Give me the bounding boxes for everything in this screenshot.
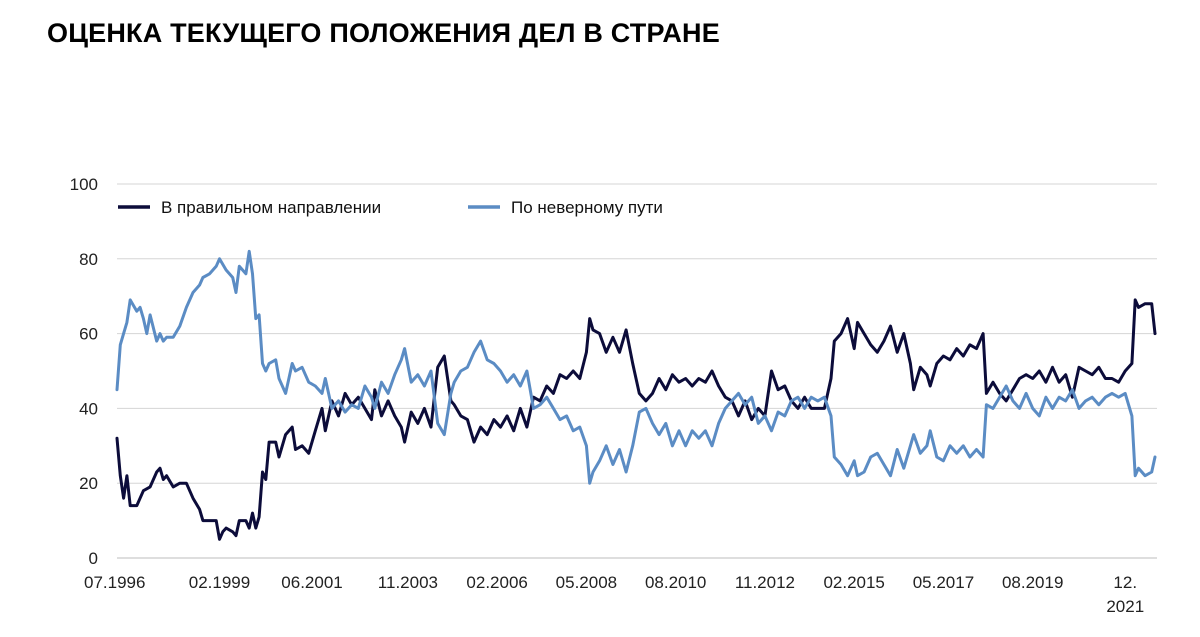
y-tick-label: 20 [79,474,98,493]
series-lines [115,249,1157,541]
y-tick-label: 40 [79,399,98,418]
y-tick-label: 100 [70,175,98,194]
x-tick-label: 02.2006 [466,573,527,592]
page-title: ОЦЕНКА ТЕКУЩЕГО ПОЛОЖЕНИЯ ДЕЛ В СТРАНЕ [47,18,720,48]
x-tick-label: 02.1999 [189,573,250,592]
x-tick-label: 05.2008 [556,573,617,592]
x-tick-label: 05.2017 [913,573,974,592]
x-tick-label: 11.2012 [735,573,795,592]
x-tick-label: 12. [1113,573,1137,592]
series-line-wrong-way [115,249,1157,485]
legend: В правильном направлении По неверному пут… [118,198,663,217]
legend-item: По неверному пути [468,198,663,217]
y-tick-label: 0 [89,549,98,568]
x-tick-label: 07.1996 [84,573,145,592]
x-tick-label: 08.2010 [645,573,706,592]
legend-label: По неверному пути [511,198,663,217]
x-tick-label: 06.2001 [281,573,342,592]
series-line-right-direction [115,298,1157,541]
y-tick-label: 80 [79,250,98,269]
x-tick-label: 2021 [1106,597,1144,616]
y-axis-ticks: 0 20 40 60 80 100 [70,175,98,568]
x-axis-ticks: 07.1996 02.1999 06.2001 11.2003 02.2006 05.20… [84,573,1144,616]
legend-label: В правильном направлении [161,198,381,217]
x-tick-label: 02.2015 [823,573,884,592]
x-tick-label: 11.2003 [378,573,438,592]
y-tick-label: 60 [79,325,98,344]
gridlines [117,183,1157,559]
legend-item: В правильном направлении [118,198,381,217]
x-tick-label: 08.2019 [1002,573,1063,592]
